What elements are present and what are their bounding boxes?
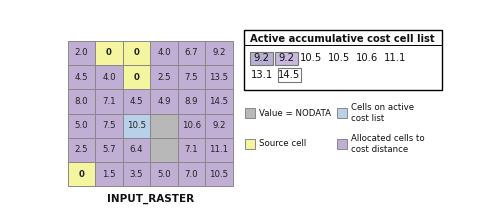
Text: Allocated cells to
cost distance: Allocated cells to cost distance — [351, 134, 425, 154]
Text: 10.5: 10.5 — [300, 54, 322, 63]
Text: 5.0: 5.0 — [75, 121, 88, 130]
Bar — [68, 114, 95, 138]
Text: Active accumulative cost cell list: Active accumulative cost cell list — [250, 34, 435, 44]
Text: 14.5: 14.5 — [210, 97, 229, 106]
Bar — [123, 65, 150, 89]
Text: 10.5: 10.5 — [210, 170, 229, 179]
Text: Value = NODATA: Value = NODATA — [259, 109, 331, 118]
Text: 11.1: 11.1 — [384, 54, 406, 63]
Bar — [178, 89, 205, 114]
Bar — [150, 89, 178, 114]
Bar — [205, 41, 233, 65]
Text: 4.0: 4.0 — [157, 48, 171, 57]
Bar — [178, 65, 205, 89]
Bar — [95, 138, 123, 162]
Text: 7.0: 7.0 — [185, 170, 198, 179]
Bar — [205, 65, 233, 89]
Text: 7.5: 7.5 — [102, 121, 116, 130]
Bar — [205, 138, 233, 162]
Text: 13.1: 13.1 — [250, 70, 273, 80]
Bar — [68, 162, 95, 186]
Bar — [178, 41, 205, 65]
Bar — [150, 65, 178, 89]
Text: 1.5: 1.5 — [102, 170, 116, 179]
Bar — [123, 162, 150, 186]
Bar — [178, 114, 205, 138]
Text: 8.9: 8.9 — [185, 97, 198, 106]
Bar — [244, 30, 442, 90]
Bar — [95, 41, 123, 65]
Bar — [150, 41, 178, 65]
Text: 11.1: 11.1 — [210, 145, 229, 154]
Bar — [123, 114, 150, 138]
Bar — [123, 138, 150, 162]
Bar — [123, 89, 150, 114]
Text: 4.5: 4.5 — [75, 73, 88, 82]
Text: 7.5: 7.5 — [185, 73, 198, 82]
Text: 4.9: 4.9 — [157, 97, 171, 106]
Text: 6.7: 6.7 — [185, 48, 198, 57]
Bar — [68, 89, 95, 114]
Bar — [337, 108, 348, 118]
Text: 9.2: 9.2 — [278, 54, 294, 63]
Text: 9.2: 9.2 — [212, 48, 226, 57]
Text: 2.5: 2.5 — [75, 145, 88, 154]
Text: 5.0: 5.0 — [157, 170, 171, 179]
Text: 7.1: 7.1 — [102, 97, 116, 106]
Bar — [95, 89, 123, 114]
Text: 8.0: 8.0 — [75, 97, 88, 106]
Bar — [150, 138, 178, 162]
Text: 4.5: 4.5 — [129, 97, 143, 106]
Text: 14.5: 14.5 — [278, 70, 300, 80]
Bar — [245, 108, 255, 118]
Bar — [123, 41, 150, 65]
Text: 9.2: 9.2 — [253, 54, 269, 63]
Bar — [337, 139, 348, 149]
Text: Source cell: Source cell — [259, 139, 306, 149]
Text: 10.5: 10.5 — [127, 121, 146, 130]
Bar — [150, 114, 178, 138]
Bar — [68, 138, 95, 162]
Text: INPUT_RASTER: INPUT_RASTER — [107, 194, 194, 204]
Text: 0: 0 — [133, 73, 139, 82]
Bar — [95, 114, 123, 138]
Bar — [68, 41, 95, 65]
Bar — [278, 69, 301, 82]
Text: 2.5: 2.5 — [157, 73, 171, 82]
Bar — [205, 89, 233, 114]
Text: Cells on active
cost list: Cells on active cost list — [351, 103, 414, 123]
Text: 3.5: 3.5 — [129, 170, 143, 179]
Text: 9.2: 9.2 — [212, 121, 226, 130]
Text: 0: 0 — [106, 48, 112, 57]
Bar — [250, 52, 273, 65]
Text: 10.6: 10.6 — [356, 54, 378, 63]
Bar — [178, 138, 205, 162]
Bar — [205, 162, 233, 186]
Text: 0: 0 — [79, 170, 84, 179]
Text: 5.7: 5.7 — [102, 145, 116, 154]
Bar — [205, 114, 233, 138]
Text: 2.0: 2.0 — [75, 48, 88, 57]
Bar — [178, 162, 205, 186]
Bar — [150, 162, 178, 186]
Bar — [68, 65, 95, 89]
Text: 10.5: 10.5 — [328, 54, 350, 63]
Bar — [245, 139, 255, 149]
Bar — [274, 52, 298, 65]
Text: 10.6: 10.6 — [182, 121, 201, 130]
Text: 4.0: 4.0 — [102, 73, 116, 82]
Text: 13.5: 13.5 — [210, 73, 229, 82]
Bar — [95, 65, 123, 89]
Bar — [95, 162, 123, 186]
Text: 6.4: 6.4 — [129, 145, 143, 154]
Text: 0: 0 — [133, 48, 139, 57]
Text: 7.1: 7.1 — [185, 145, 198, 154]
